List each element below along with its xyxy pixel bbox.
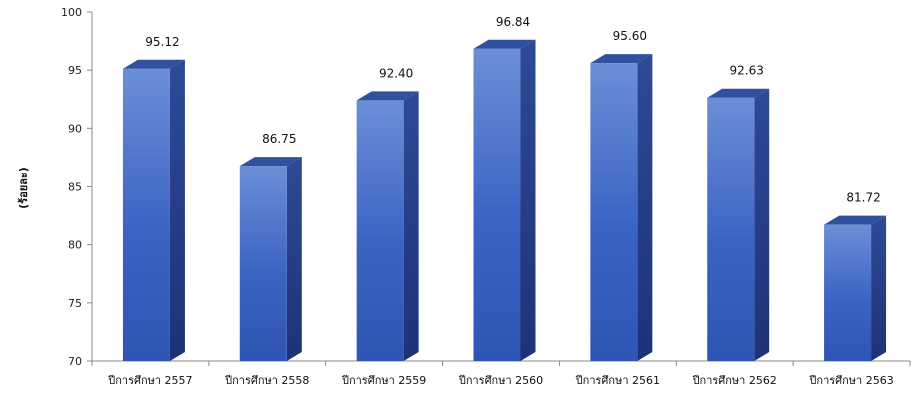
category-label: ปีการศึกษา 2558 — [224, 374, 309, 387]
bar-top — [590, 54, 653, 64]
bar-front — [122, 68, 170, 362]
bar-top — [824, 215, 887, 225]
bar-top — [356, 91, 419, 101]
bar-side — [520, 39, 536, 362]
bar-side — [286, 157, 302, 361]
data-label: 92.63 — [730, 64, 764, 78]
bar-front — [473, 48, 521, 362]
data-label: 96.84 — [496, 15, 530, 29]
bar-front — [356, 100, 404, 361]
y-tick-label: 70 — [68, 355, 82, 368]
labels: 95.12 ปีการศึกษา 2557 86.75 ปีการศึกษา 2558… — [107, 15, 894, 387]
y-tick-label: 75 — [68, 297, 82, 310]
data-label: 95.12 — [145, 35, 179, 49]
y-axis-title: (ร้อยละ) — [17, 167, 30, 209]
category-label: ปีการศึกษา 2557 — [107, 374, 192, 387]
bar — [122, 59, 185, 362]
bar-top — [239, 157, 302, 167]
axes: 70 75 80 85 90 95 100 — [61, 6, 911, 368]
bars — [122, 39, 887, 362]
bar-side — [871, 215, 887, 361]
bar-top — [707, 88, 770, 98]
bar — [473, 39, 536, 362]
bar — [707, 88, 770, 361]
bar-front — [239, 166, 287, 361]
bar-top — [122, 59, 185, 69]
bar-front — [707, 97, 755, 361]
category-label: ปีการศึกษา 2561 — [575, 374, 660, 387]
data-label: 81.72 — [846, 191, 880, 205]
category-label: ปีการศึกษา 2563 — [808, 374, 893, 387]
y-tick-label: 80 — [68, 239, 82, 252]
bar — [824, 215, 887, 361]
bar — [356, 91, 419, 361]
y-tick-label: 95 — [68, 64, 82, 77]
bar-side — [637, 54, 653, 361]
bar — [239, 157, 302, 361]
bar-front — [824, 224, 872, 361]
y-tick-label: 100 — [61, 6, 82, 19]
data-label: 86.75 — [262, 132, 296, 146]
data-label: 95.60 — [613, 29, 647, 43]
bar-side — [754, 88, 770, 361]
data-label: 92.40 — [379, 66, 413, 80]
category-label: ปีการศึกษา 2559 — [341, 374, 426, 387]
bar — [590, 54, 653, 361]
bar-side — [403, 91, 419, 361]
bar-top — [473, 39, 536, 49]
y-tick-label: 90 — [68, 122, 82, 135]
category-label: ปีการศึกษา 2560 — [458, 374, 543, 387]
bar-side — [169, 59, 185, 362]
bar-front — [590, 63, 638, 361]
category-label: ปีการศึกษา 2562 — [691, 374, 776, 387]
y-tick-label: 85 — [68, 181, 82, 194]
